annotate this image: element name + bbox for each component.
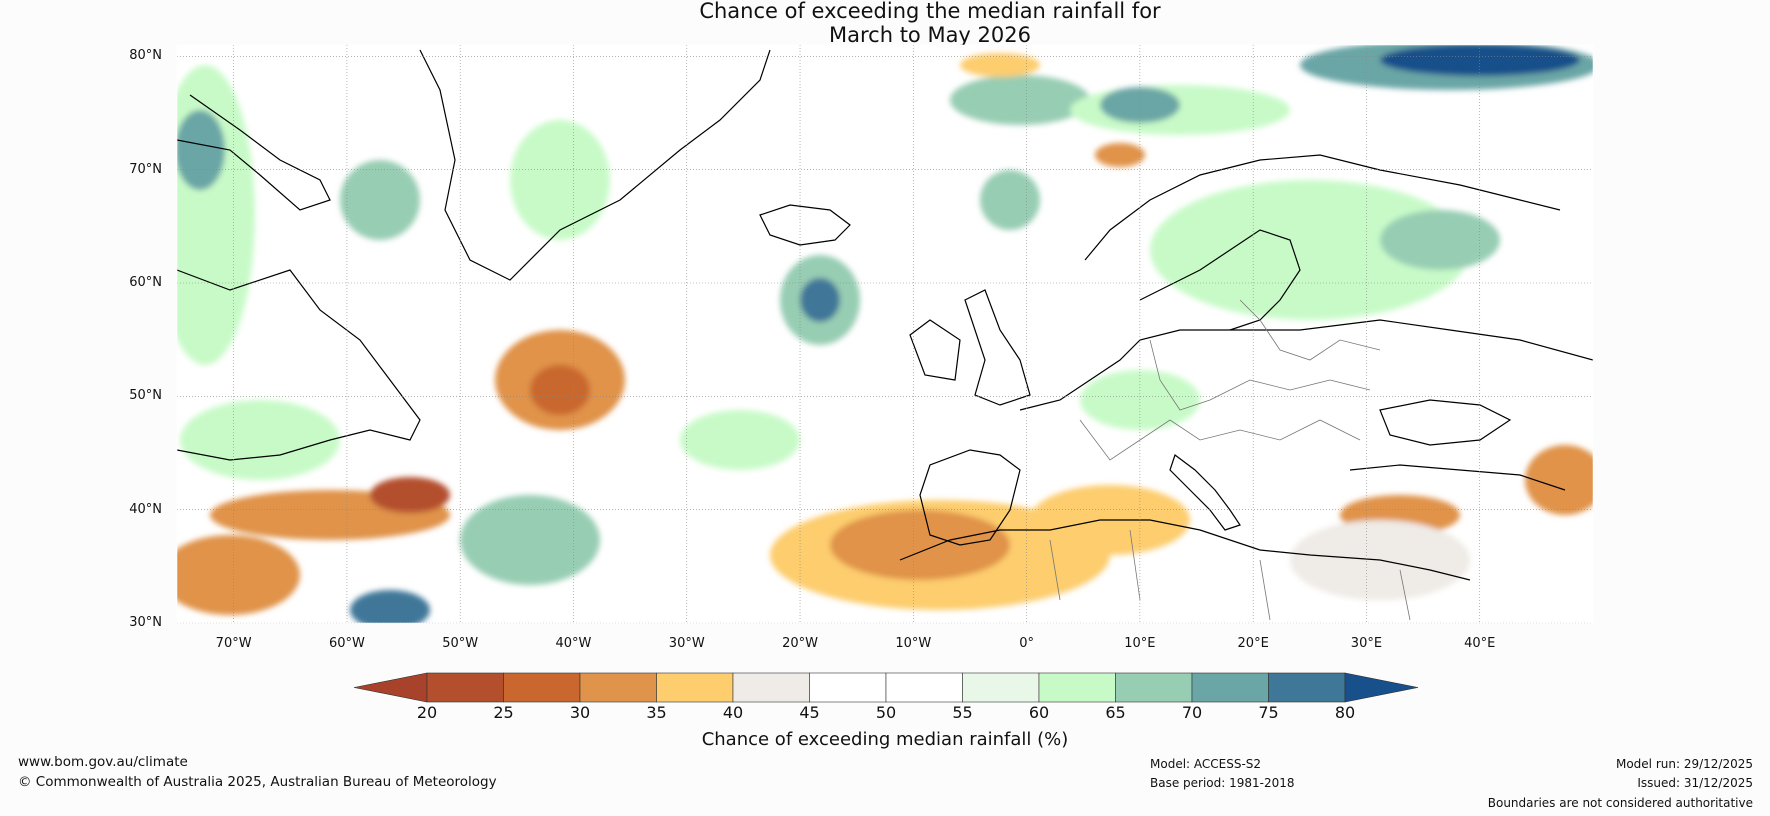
europe-coast: [1019, 319, 1593, 411]
colorbar-tick-label: 25: [493, 703, 514, 722]
wet-area-labrador-core: [177, 110, 225, 190]
colorbar-tick-label: 40: [722, 703, 744, 722]
footer-issued: Issued: 31/12/2025: [1637, 776, 1753, 790]
footer-model: Model: ACCESS-S2: [1150, 757, 1262, 771]
colorbar-tick-label: 80: [1334, 703, 1356, 722]
footer-url[interactable]: www.bom.gov.au/climate: [18, 754, 188, 770]
footer-model-run: Model run: 29/12/2025: [1615, 757, 1753, 771]
uk-ireland: [909, 289, 1031, 406]
longitude-label: 20°E: [1237, 636, 1269, 651]
sweden-baltic: [1139, 229, 1301, 331]
colorbar-tick-label: 30: [569, 703, 591, 722]
colorbar-tick-label: 50: [875, 703, 897, 722]
longitude-label: 30°W: [668, 636, 705, 651]
wet-area-iceland-core: [800, 278, 840, 322]
colorbar-tick-label: 75: [1258, 703, 1279, 722]
wet-area-scandinavia: [1150, 180, 1470, 320]
dry-area-azores-core: [370, 477, 450, 513]
colorbar-segment: [1191, 672, 1269, 703]
latitude-label: 70°N: [129, 161, 162, 177]
country-borders: [1049, 299, 1411, 621]
longitude-label: 10°E: [1124, 636, 1156, 651]
map-frame: [176, 44, 1594, 624]
colorbar-segment: [426, 672, 504, 703]
turkey-coast: [1349, 464, 1566, 491]
footer-disclaimer: Boundaries are not considered authoritat…: [1487, 796, 1753, 810]
colorbar-segment: [1038, 672, 1116, 703]
latitude-label: 60°N: [129, 275, 162, 290]
longitude-label: 10°W: [895, 636, 932, 651]
wet-area-atlantic-mid: [680, 410, 800, 470]
colorbar-segment: [656, 672, 734, 703]
dry-area-norwegian-sea: [1095, 143, 1145, 167]
dry-area-middle-east: [1525, 445, 1593, 515]
colorbar-segment: [809, 672, 887, 703]
title-line-2: March to May 2026: [829, 23, 1031, 47]
colorbar-segment: [503, 672, 581, 703]
coastlines: [177, 49, 1593, 581]
colorbar-under-triangle: [353, 672, 428, 703]
norway-coast: [1084, 154, 1561, 261]
longitude-label: 0°: [1019, 636, 1034, 651]
colorbar-tick-label: 20: [416, 703, 438, 722]
dry-area-arctic-small: [960, 53, 1040, 77]
longitude-label: 60°W: [328, 636, 365, 651]
labrador-coast: [177, 269, 421, 461]
title-line-1: Chance of exceeding the median rainfall …: [699, 0, 1161, 23]
colorbar-tick-label: 45: [799, 703, 820, 722]
colorbar-tick-label: 60: [1028, 703, 1050, 722]
longitude-label: 20°W: [782, 636, 818, 651]
latitude-label: 80°N: [129, 48, 162, 64]
dry-area-north-africa-core: [830, 510, 1010, 580]
colorbar-tick-label: 65: [1105, 703, 1126, 722]
longitude-label: 70°W: [215, 636, 252, 651]
longitude-label: 40°W: [555, 636, 592, 651]
wet-area-norway-sea: [980, 170, 1040, 230]
colorbar-title: Chance of exceeding median rainfall (%): [701, 729, 1069, 750]
rainfall-field: [177, 45, 1593, 623]
iberia: [919, 449, 1021, 546]
latitude-label: 40°N: [129, 501, 162, 517]
wet-area-labrador: [177, 65, 255, 365]
colorbar-over-triangle: [1344, 672, 1419, 703]
greenland-coast: [419, 49, 771, 281]
latitude-label: 30°N: [129, 615, 162, 630]
wet-area-atlantic: [460, 495, 600, 585]
wet-area-greenland-coast: [510, 120, 610, 240]
colorbar-tick-label: 35: [646, 703, 667, 722]
colorbar-segment: [1268, 672, 1346, 703]
colorbar-segment: [962, 672, 1040, 703]
footer-copyright: © Commonwealth of Australia 2025, Austra…: [18, 774, 497, 790]
colorbar-segment: [885, 672, 963, 703]
colorbar-segment: [732, 672, 810, 703]
colorbar: [353, 672, 1419, 703]
wet-area-greenland-west: [340, 160, 420, 240]
latitude-label: 50°N: [129, 388, 162, 404]
probability-shading: [177, 45, 1593, 623]
black-sea: [1379, 399, 1512, 446]
dry-area-southwest-atlantic: [177, 535, 300, 615]
north-africa-coast: [899, 519, 1471, 581]
colorbar-segment: [579, 672, 657, 703]
colorbar-segment: [1115, 672, 1193, 703]
italy: [1169, 454, 1241, 531]
footer-base-period: Base period: 1981-2018: [1150, 776, 1295, 790]
iceland-coast: [759, 204, 851, 246]
wet-area-scandinavia-core: [1380, 210, 1500, 270]
wet-area-southwest: [350, 590, 430, 623]
longitude-label: 40°E: [1464, 636, 1496, 651]
colorbar-tick-label: 70: [1181, 703, 1203, 722]
wet-area-north-sea-1: [950, 75, 1090, 125]
map-title: Chance of exceeding the median rainfall …: [0, 0, 1770, 47]
baffin-coast: [177, 94, 331, 211]
longitude-label: 30°E: [1350, 636, 1383, 651]
longitude-label: 50°W: [442, 636, 479, 651]
colorbar-tick-label: 55: [952, 703, 973, 722]
wet-area-ne-us: [180, 400, 340, 480]
dry-area-mid-atlantic-core: [530, 365, 590, 415]
